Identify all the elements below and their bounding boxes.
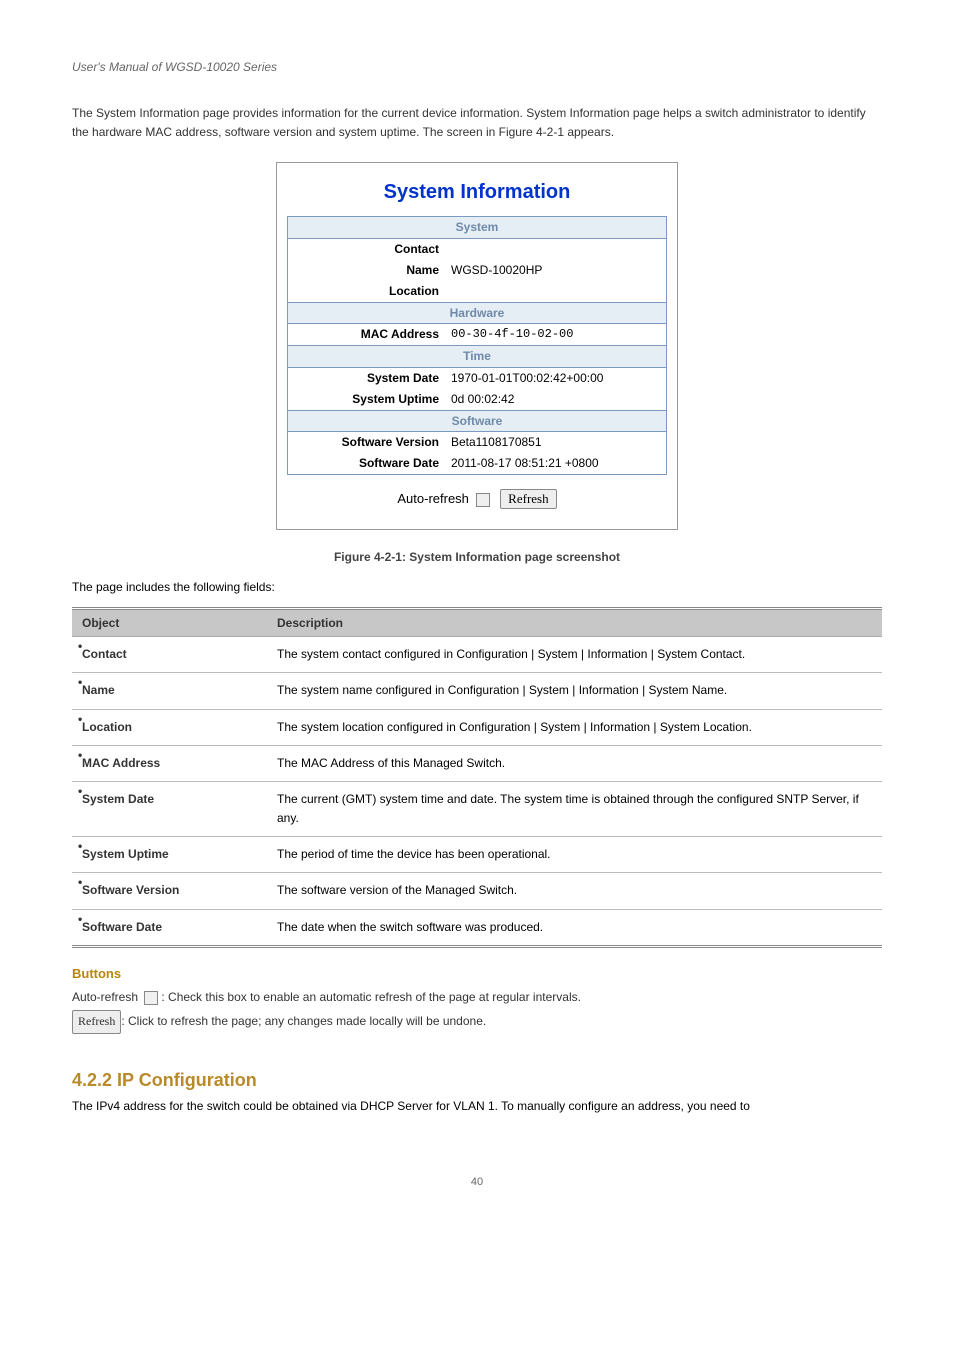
table-row-object: Location [72,709,267,745]
refresh-button[interactable]: Refresh [500,489,556,509]
refresh-button-small[interactable]: Refresh [72,1010,121,1034]
auto-refresh-inline-label: Auto-refresh [72,990,138,1004]
info-value: 2011-08-17 08:51:21 +0800 [445,453,667,474]
refresh-suffix: : Click to refresh the page; any changes… [121,1014,486,1028]
panel-title: System Information [287,181,667,204]
auto-refresh-desc-line: Auto-refresh : Check this box to enable … [72,987,882,1009]
next-section-intro: The IPv4 address for the switch could be… [72,1097,882,1116]
table-row-object: Contact [72,637,267,673]
table-row-desc: The system name configured in Configurat… [267,673,882,709]
info-value: WGSD-10020HP [445,260,667,281]
auto-refresh-suffix: : Check this box to enable an automatic … [161,990,581,1004]
header-row: User's Manual of WGSD-10020 Series [72,60,882,74]
info-value: 1970-01-01T00:02:42+00:00 [445,367,667,388]
info-label: System Uptime [288,389,446,410]
auto-refresh-checkbox[interactable] [476,493,490,507]
refresh-row: Auto-refresh Refresh [287,489,667,509]
table-row-object: System Uptime [72,837,267,873]
table-row-object: Name [72,673,267,709]
table-row-object: Software Version [72,873,267,909]
table-row-object: System Date [72,781,267,836]
section-header: Software [288,410,667,432]
table-row-object: MAC Address [72,745,267,781]
table-row-desc: The MAC Address of this Managed Switch. [267,745,882,781]
page-number: 40 [72,1176,882,1188]
table-row-desc: The software version of the Managed Swit… [267,873,882,909]
figure-caption: Figure 4-2-1: System Information page sc… [72,550,882,564]
auto-refresh-label: Auto-refresh [397,491,469,506]
table-row-desc: The date when the switch software was pr… [267,909,882,946]
info-label: Name [288,260,446,281]
info-value [445,239,667,260]
info-value [445,281,667,302]
section-header: System [288,217,667,239]
figure-caption-text: Figure 4-2-1: System Information page sc… [334,550,620,564]
info-value: 0d 00:02:42 [445,389,667,410]
system-info-table: SystemContactNameWGSD-10020HPLocationHar… [287,216,667,475]
next-section-heading: 4.2.2 IP Configuration [72,1070,882,1091]
section-header: Time [288,346,667,368]
info-label: Contact [288,239,446,260]
manual-title: User's Manual of WGSD-10020 Series [72,60,277,74]
intro-paragraph: The System Information page provides inf… [72,104,882,142]
table-intro: The page includes the following fields: [72,578,882,597]
info-value: 00-30-4f-10-02-00 [445,324,667,346]
info-label: Software Date [288,453,446,474]
desc-header-object: Object [72,609,267,637]
table-row-desc: The system contact configured in Configu… [267,637,882,673]
info-label: MAC Address [288,324,446,346]
table-row-desc: The system location configured in Config… [267,709,882,745]
buttons-heading: Buttons [72,966,882,981]
refresh-desc-line: Refresh: Click to refresh the page; any … [72,1010,882,1034]
table-row-object: Software Date [72,909,267,946]
desc-header-description: Description [267,609,882,637]
table-row-desc: The current (GMT) system time and date. … [267,781,882,836]
system-information-panel: System Information SystemContactNameWGSD… [276,162,678,530]
info-label: Software Version [288,432,446,453]
auto-refresh-inline-checkbox[interactable] [144,991,158,1005]
table-row-desc: The period of time the device has been o… [267,837,882,873]
info-label: Location [288,281,446,302]
description-table: Object Description ContactThe system con… [72,607,882,948]
info-label: System Date [288,367,446,388]
section-header: Hardware [288,302,667,324]
info-value: Beta1108170851 [445,432,667,453]
